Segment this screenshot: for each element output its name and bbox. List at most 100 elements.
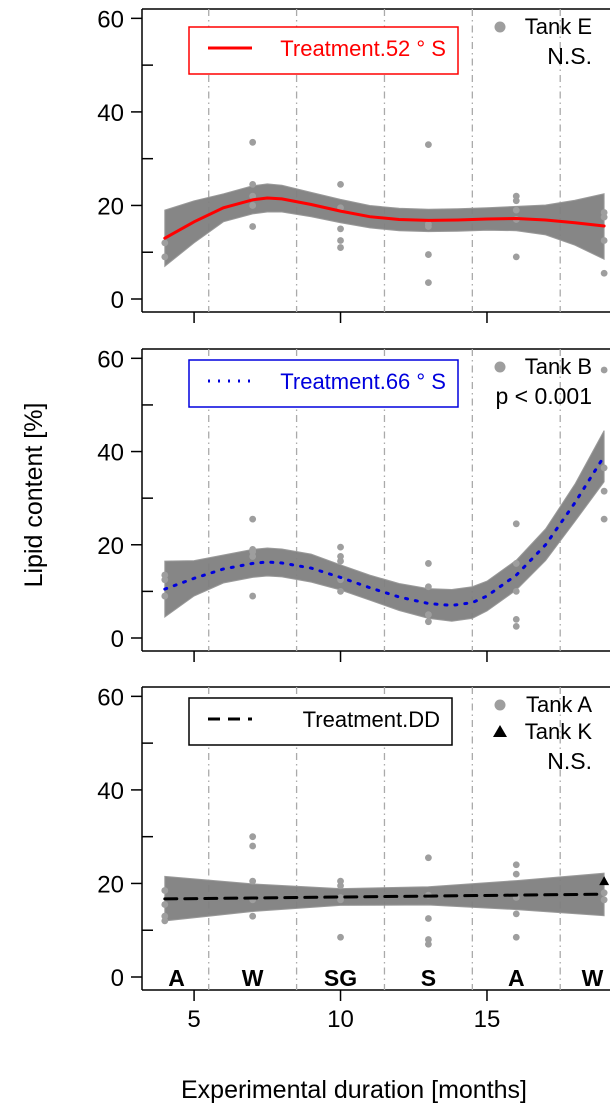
data-point bbox=[512, 520, 520, 528]
data-point bbox=[249, 202, 257, 209]
season-label: W bbox=[582, 965, 604, 991]
data-point bbox=[425, 141, 432, 149]
legend-box bbox=[188, 697, 453, 746]
data-point bbox=[512, 253, 520, 261]
data-point bbox=[600, 889, 608, 897]
y-tick-label: 60 bbox=[97, 346, 124, 373]
data-point bbox=[425, 611, 432, 619]
chart-panels: 0 20 40 60 Treatment.52 ° S Tank E N.S. 0 20 40 60… bbox=[97, 6, 610, 1033]
data-point bbox=[512, 910, 520, 918]
data-point bbox=[161, 901, 169, 908]
data-point bbox=[249, 138, 257, 146]
chart-panel-middle: 0 20 40 60 Treatment.66 ° S Tank B p < 0.001 bbox=[97, 346, 610, 662]
y-tick-label: 20 bbox=[97, 193, 124, 220]
data-point bbox=[600, 366, 608, 374]
data-point bbox=[425, 223, 432, 230]
data-point bbox=[337, 543, 344, 551]
season-label: SG bbox=[324, 965, 357, 991]
y-tick-label: 0 bbox=[111, 287, 124, 314]
data-point bbox=[249, 553, 257, 560]
data-point bbox=[337, 882, 344, 890]
data-point bbox=[337, 896, 344, 904]
data-point bbox=[512, 933, 520, 941]
season-label: S bbox=[421, 965, 436, 991]
season-label: A bbox=[508, 965, 525, 991]
x-tick-label: 15 bbox=[474, 1006, 501, 1033]
data-point bbox=[161, 592, 169, 600]
data-point bbox=[512, 197, 520, 205]
data-point bbox=[249, 842, 257, 850]
data-point-triangle bbox=[599, 876, 610, 886]
x-tick-label: 10 bbox=[327, 1006, 354, 1033]
point-legend-label: Tank B bbox=[525, 354, 592, 379]
data-point bbox=[161, 917, 169, 925]
point-legend-marker bbox=[494, 21, 506, 33]
data-point bbox=[249, 912, 257, 920]
data-point bbox=[161, 912, 169, 920]
data-point bbox=[512, 622, 520, 630]
point-legend-marker bbox=[494, 699, 506, 711]
data-point bbox=[512, 615, 520, 623]
season-label: A bbox=[168, 965, 185, 991]
significance-label: p < 0.001 bbox=[495, 383, 592, 409]
point-legend-label: Tank K bbox=[525, 719, 593, 744]
y-tick-label: 60 bbox=[97, 6, 124, 33]
data-point bbox=[337, 933, 344, 941]
data-point bbox=[425, 583, 432, 591]
point-legend-marker bbox=[494, 361, 506, 373]
fitted-trend-line bbox=[163, 196, 606, 240]
data-point bbox=[512, 870, 520, 878]
x-tick-label: 5 bbox=[187, 1006, 200, 1033]
data-point bbox=[337, 225, 344, 233]
legend-label: Treatment.52 ° S bbox=[280, 36, 446, 61]
data-point bbox=[337, 181, 344, 188]
y-tick-label: 40 bbox=[97, 778, 124, 805]
data-point bbox=[512, 206, 520, 214]
data-point bbox=[249, 223, 257, 230]
data-point bbox=[249, 833, 257, 841]
y-tick-label: 20 bbox=[97, 533, 124, 560]
y-axis-label: Lipid content [%] bbox=[20, 403, 48, 588]
data-point bbox=[249, 192, 257, 200]
data-point bbox=[161, 253, 169, 261]
data-point bbox=[337, 557, 344, 565]
data-point bbox=[249, 515, 257, 523]
data-point bbox=[337, 877, 344, 885]
data-point bbox=[425, 940, 432, 948]
data-point bbox=[600, 213, 608, 221]
data-point bbox=[600, 269, 608, 277]
point-legend-marker-triangle bbox=[493, 725, 507, 737]
y-tick-label: 40 bbox=[97, 440, 124, 467]
data-point bbox=[512, 560, 520, 567]
legend-label: Treatment.DD bbox=[303, 707, 440, 732]
data-point bbox=[337, 237, 344, 244]
data-point bbox=[161, 887, 169, 894]
y-tick-label: 40 bbox=[97, 100, 124, 127]
data-point bbox=[425, 279, 432, 287]
y-tick-label: 60 bbox=[97, 684, 124, 711]
data-point bbox=[249, 181, 257, 188]
season-label: W bbox=[242, 965, 264, 991]
fitted-trend-line bbox=[163, 892, 606, 901]
point-legend-label: Tank E bbox=[525, 14, 592, 39]
data-point bbox=[512, 587, 520, 595]
y-tick-label: 20 bbox=[97, 871, 124, 898]
data-point bbox=[161, 571, 169, 579]
y-tick-label: 0 bbox=[111, 626, 124, 653]
data-point bbox=[425, 618, 432, 626]
data-point bbox=[249, 877, 257, 885]
significance-label: N.S. bbox=[547, 748, 592, 774]
data-point bbox=[249, 592, 257, 600]
data-point bbox=[249, 548, 257, 556]
significance-label: N.S. bbox=[547, 43, 592, 69]
data-point bbox=[425, 251, 432, 258]
x-axis-label: Experimental duration [months] bbox=[181, 1076, 527, 1104]
point-legend-label: Tank A bbox=[526, 692, 592, 717]
data-point bbox=[425, 560, 432, 567]
data-point bbox=[600, 237, 608, 244]
legend-box bbox=[188, 26, 459, 75]
data-point bbox=[512, 192, 520, 200]
data-point bbox=[337, 587, 344, 595]
